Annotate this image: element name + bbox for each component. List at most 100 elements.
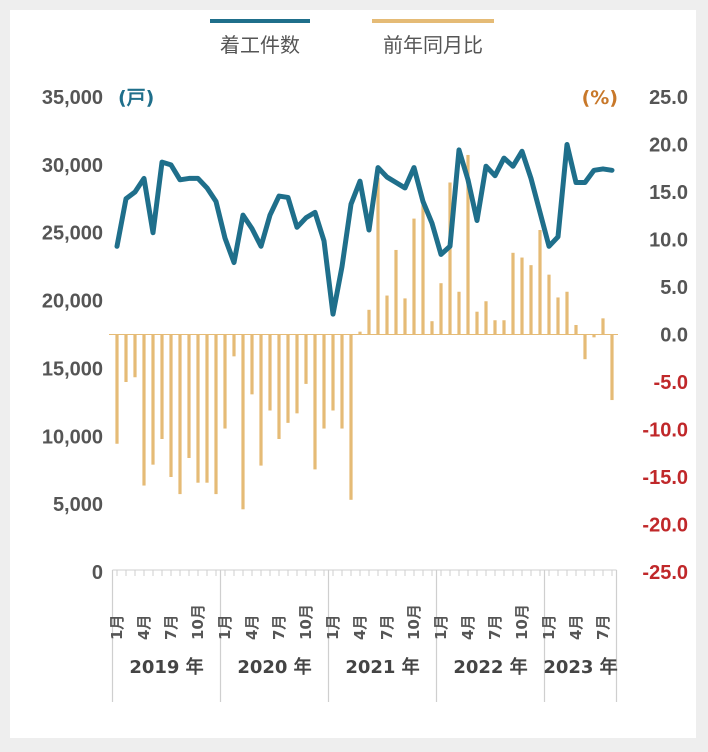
month-label: 10月 [189, 604, 207, 640]
right-tick-label: -10.0 [642, 420, 688, 442]
bar [277, 334, 281, 439]
legend: 着工件数 前年同月比 [210, 19, 494, 57]
left-axis: 35,000 30,000 25,000 20,000 15,000 10,000 5,00… [42, 87, 103, 584]
bar [160, 334, 164, 439]
bar [268, 334, 272, 411]
legend-bar-label: 前年同月比 [383, 33, 483, 57]
bar [574, 325, 578, 335]
bar [385, 295, 389, 335]
right-tick-label: -15.0 [642, 467, 688, 489]
month-label: 1月 [540, 615, 558, 640]
bar [313, 334, 317, 470]
month-label: 10月 [513, 604, 531, 640]
left-tick-label: 35,000 [42, 87, 103, 109]
bar [169, 334, 173, 477]
bar [322, 334, 326, 429]
bar [223, 334, 227, 429]
bar [583, 334, 587, 360]
bar [430, 321, 434, 335]
bar [178, 334, 182, 495]
bar [610, 334, 614, 401]
bar [241, 334, 245, 510]
bar [601, 318, 605, 335]
bar [205, 334, 209, 483]
right-tick-label: 0.0 [660, 325, 688, 347]
month-label: 1月 [108, 615, 126, 640]
bar [340, 334, 344, 429]
year-label: 2022 年 [453, 656, 527, 678]
bar [475, 311, 479, 335]
right-axis: 25.0 20.0 15.0 10.0 5.0 0.0 -5.0 -10.0 -15.0 -20.… [642, 87, 688, 584]
chart-card: 着工件数 前年同月比 (戸) (%) 35,000 30,000 25,000 20,… [10, 10, 696, 738]
bar [484, 301, 488, 335]
bar [466, 154, 470, 335]
left-axis-unit: (戸) [118, 87, 154, 109]
bar [556, 297, 560, 335]
bar [259, 334, 263, 466]
left-tick-label: 15,000 [42, 358, 103, 380]
month-label: 10月 [297, 604, 315, 640]
bar [448, 182, 452, 335]
left-tick-label: 20,000 [42, 291, 103, 313]
bar [457, 291, 461, 335]
bar [412, 218, 416, 335]
bar [142, 334, 146, 486]
bar [214, 334, 218, 495]
bar [196, 334, 200, 483]
bar [358, 331, 362, 335]
right-tick-label: 20.0 [649, 135, 688, 157]
right-tick-label: -25.0 [642, 562, 688, 584]
year-label: 2023 年 [543, 656, 617, 678]
bar [493, 320, 497, 335]
right-axis-unit: (%) [582, 87, 618, 109]
month-label: 4月 [567, 615, 585, 640]
left-tick-label: 25,000 [42, 223, 103, 245]
month-label: 4月 [135, 615, 153, 640]
month-label: 7月 [486, 615, 504, 640]
bar [115, 334, 119, 444]
month-label: 7月 [162, 615, 180, 640]
line-series [114, 142, 615, 317]
bar [547, 274, 551, 335]
year-label: 2020 年 [237, 656, 311, 678]
month-label: 7月 [378, 615, 396, 640]
bar [502, 320, 506, 335]
bar [592, 334, 596, 338]
bar [304, 334, 308, 384]
bar-series [115, 154, 614, 510]
month-label: 4月 [243, 615, 261, 640]
year-label: 2021 年 [345, 656, 419, 678]
month-label: 10月 [405, 604, 423, 640]
legend-line-label: 着工件数 [220, 33, 300, 57]
bar [520, 257, 524, 335]
right-tick-label: -5.0 [654, 372, 688, 394]
bar [394, 249, 398, 335]
bar [349, 334, 353, 500]
x-axis: 1月 4月 7月 10月 1月 4月 7月 10月 1月 4月 7月 10月 1月 4月 7月 10月 1月 4月… [108, 569, 618, 702]
left-tick-label: 0 [92, 562, 103, 584]
bar [295, 334, 299, 414]
bar [151, 334, 155, 465]
bar [367, 309, 371, 335]
bar [376, 177, 380, 335]
month-label: 7月 [270, 615, 288, 640]
month-label: 1月 [216, 615, 234, 640]
bar [232, 334, 236, 357]
right-tick-label: 10.0 [649, 230, 688, 252]
bar [403, 298, 407, 335]
right-tick-label: 5.0 [660, 277, 688, 299]
month-label: 4月 [459, 615, 477, 640]
month-label: 7月 [594, 615, 612, 640]
bar [529, 265, 533, 335]
bar [331, 334, 335, 411]
month-label: 4月 [351, 615, 369, 640]
right-tick-label: 15.0 [649, 182, 688, 204]
month-label: 1月 [324, 615, 342, 640]
bar [538, 230, 542, 335]
left-tick-label: 10,000 [42, 426, 103, 448]
right-tick-label: 25.0 [649, 87, 688, 109]
bar [421, 202, 425, 335]
bar [286, 334, 290, 423]
right-tick-label: -20.0 [642, 515, 688, 537]
year-label: 2019 年 [129, 656, 203, 678]
